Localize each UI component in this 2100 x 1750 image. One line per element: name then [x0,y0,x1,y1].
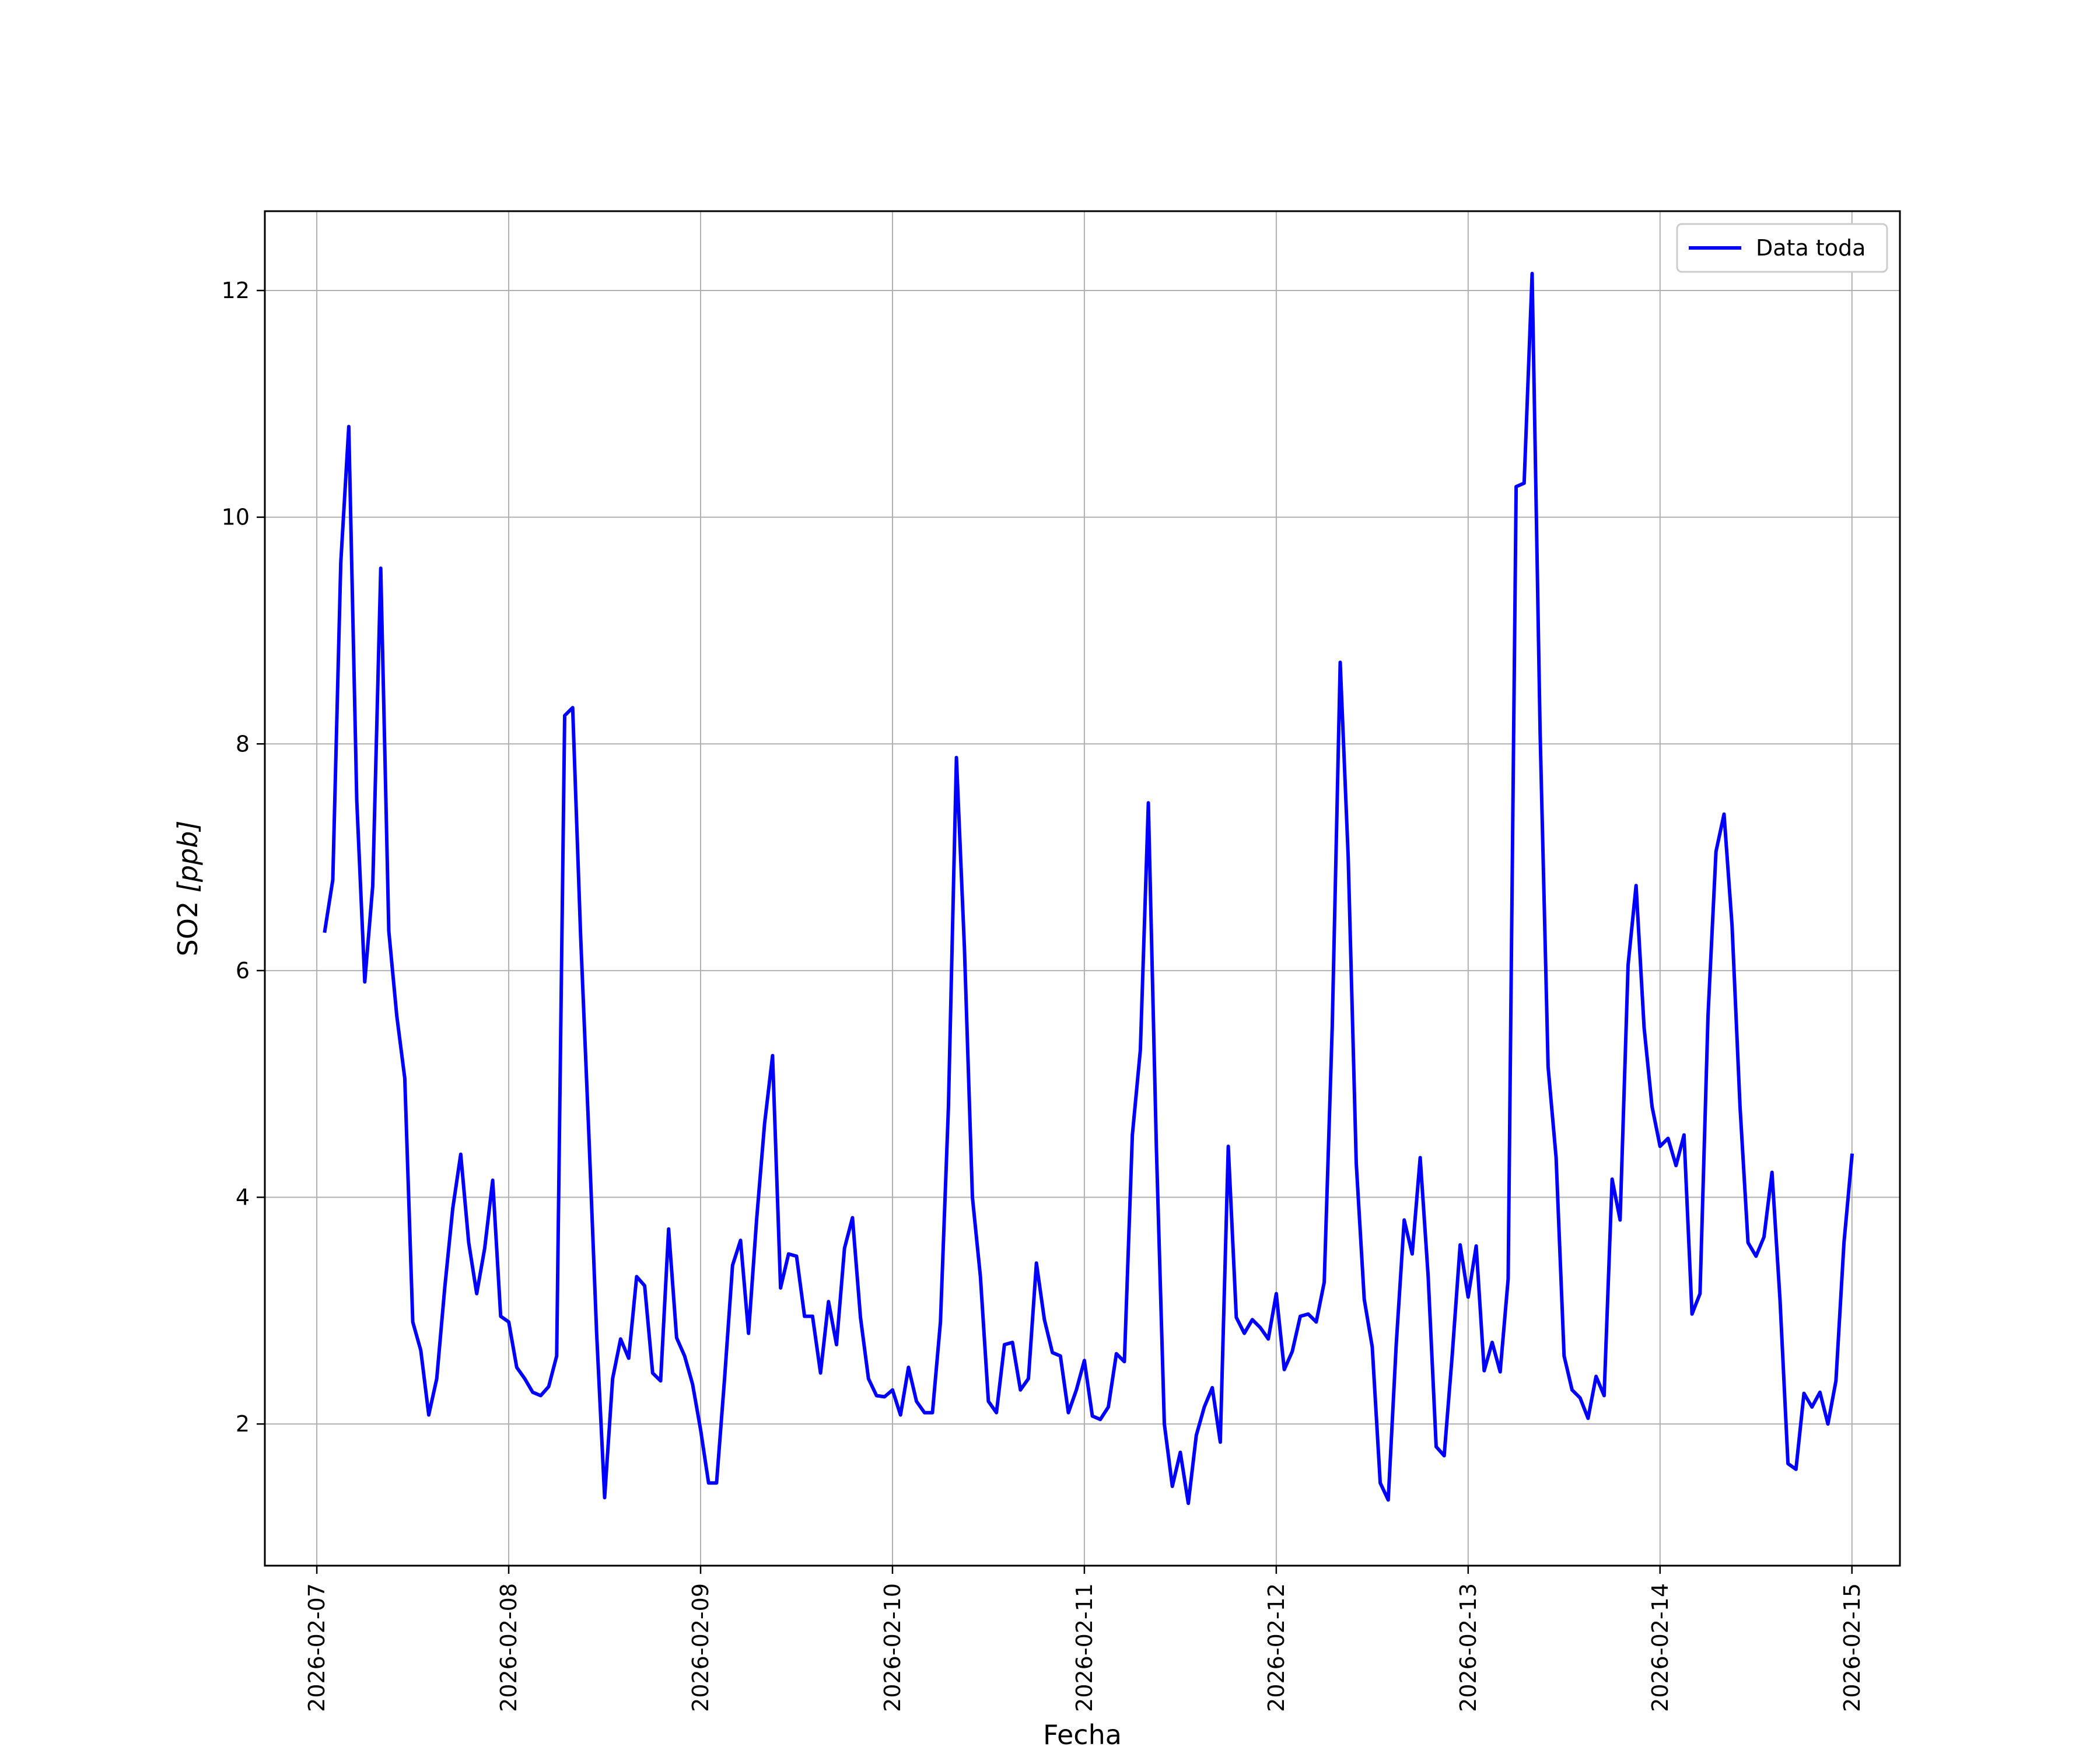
axes: 2026-02-07 2026-02-08 2026-02-09 2026-02-10… [222,278,1865,1712]
y-tick-label: 10 [222,505,250,530]
legend-entry-label: Data toda [1756,235,1866,261]
series-layer [323,271,1854,1506]
y-axis-label-quantity: SO2 [172,892,204,956]
x-tick-label: 2026-02-15 [1839,1583,1865,1712]
x-tick-label: 2026-02-13 [1455,1583,1481,1712]
x-tick-label: 2026-02-07 [304,1583,330,1712]
x-tick-label: 2026-02-08 [496,1583,522,1712]
legend-box [1676,223,1888,273]
x-tick-label: 2026-02-11 [1072,1583,1097,1712]
series-line-0 [323,271,1854,1506]
x-tick-label: 2026-02-10 [880,1583,905,1712]
y-tick-label: 6 [236,958,250,984]
plot-area-frame [264,210,1901,1567]
legend: Data toda [1676,223,1888,273]
x-axis-label: Fecha [1043,1719,1122,1750]
x-tick-label: 2026-02-14 [1647,1583,1673,1712]
x-tick-label: 2026-02-12 [1264,1583,1289,1712]
y-tick-label: 12 [222,278,250,303]
y-axis-label: SO2 [ppb] [172,821,204,957]
grid [265,211,1900,1566]
y-tick-label: 4 [236,1184,250,1210]
y-tick-label: 8 [236,731,250,757]
x-tick-label: 2026-02-09 [688,1583,713,1712]
y-axis-label-unit: [ppb] [172,821,204,893]
y-tick-label: 2 [236,1411,250,1437]
